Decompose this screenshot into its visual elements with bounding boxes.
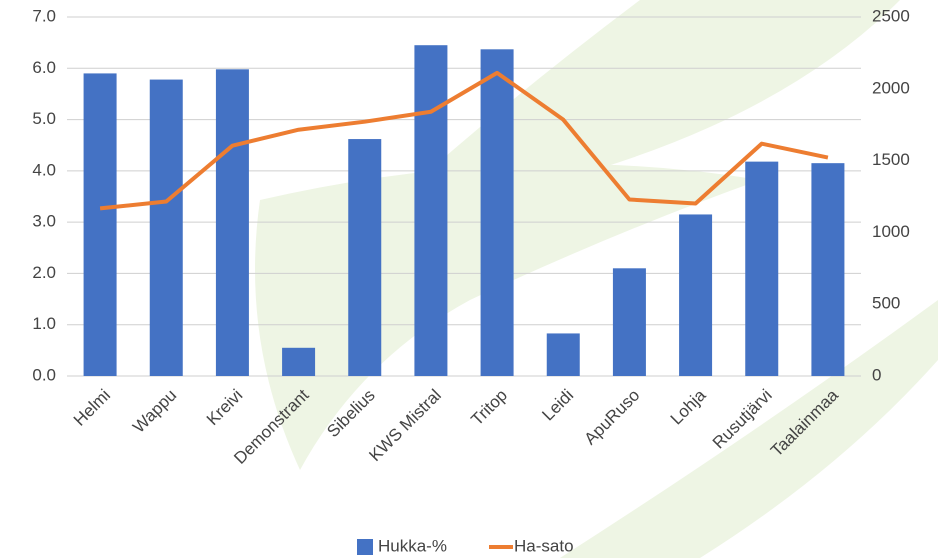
y2-tick-label: 1500 bbox=[872, 150, 910, 169]
legend-swatch bbox=[357, 539, 373, 555]
bar bbox=[215, 69, 249, 376]
x-tick-label: Tritop bbox=[467, 386, 511, 430]
y-tick-label: 3.0 bbox=[32, 212, 56, 231]
leaf-shape bbox=[560, 300, 938, 558]
y2-tick-label: 0 bbox=[872, 365, 881, 384]
x-tick-label: KWS Mistral bbox=[365, 386, 445, 466]
bar bbox=[745, 161, 779, 376]
legend-label: Ha-sato bbox=[514, 536, 574, 555]
bar bbox=[811, 163, 845, 376]
bar bbox=[679, 214, 713, 376]
y-tick-label: 2.0 bbox=[32, 263, 56, 282]
bar bbox=[414, 45, 448, 376]
y2-tick-label: 2000 bbox=[872, 78, 910, 97]
y-tick-label: 0.0 bbox=[32, 365, 56, 384]
bar bbox=[83, 73, 117, 377]
y-tick-label: 7.0 bbox=[32, 6, 56, 25]
bar bbox=[348, 139, 382, 376]
y2-tick-label: 500 bbox=[872, 294, 900, 313]
y-tick-label: 1.0 bbox=[32, 314, 56, 333]
bar bbox=[480, 49, 514, 377]
bar bbox=[612, 268, 646, 376]
line bbox=[99, 70, 829, 211]
x-tick-label: Wappu bbox=[129, 386, 180, 437]
y-tick-label: 5.0 bbox=[32, 109, 56, 128]
bar bbox=[546, 333, 580, 376]
x-tick-label: Leidi bbox=[538, 386, 577, 425]
x-tick-label: Helmi bbox=[70, 386, 114, 430]
bar bbox=[149, 79, 183, 376]
y2-tick-label: 1000 bbox=[872, 222, 910, 241]
bar bbox=[282, 347, 316, 376]
legend-label: Hukka-% bbox=[378, 536, 447, 555]
x-tick-label: Lohja bbox=[667, 385, 710, 428]
y-tick-label: 6.0 bbox=[32, 58, 56, 77]
x-tick-label: Kreivi bbox=[203, 386, 246, 429]
y2-tick-label: 2500 bbox=[872, 6, 910, 25]
x-tick-label: ApuRuso bbox=[581, 386, 644, 449]
y-tick-label: 4.0 bbox=[32, 160, 56, 179]
